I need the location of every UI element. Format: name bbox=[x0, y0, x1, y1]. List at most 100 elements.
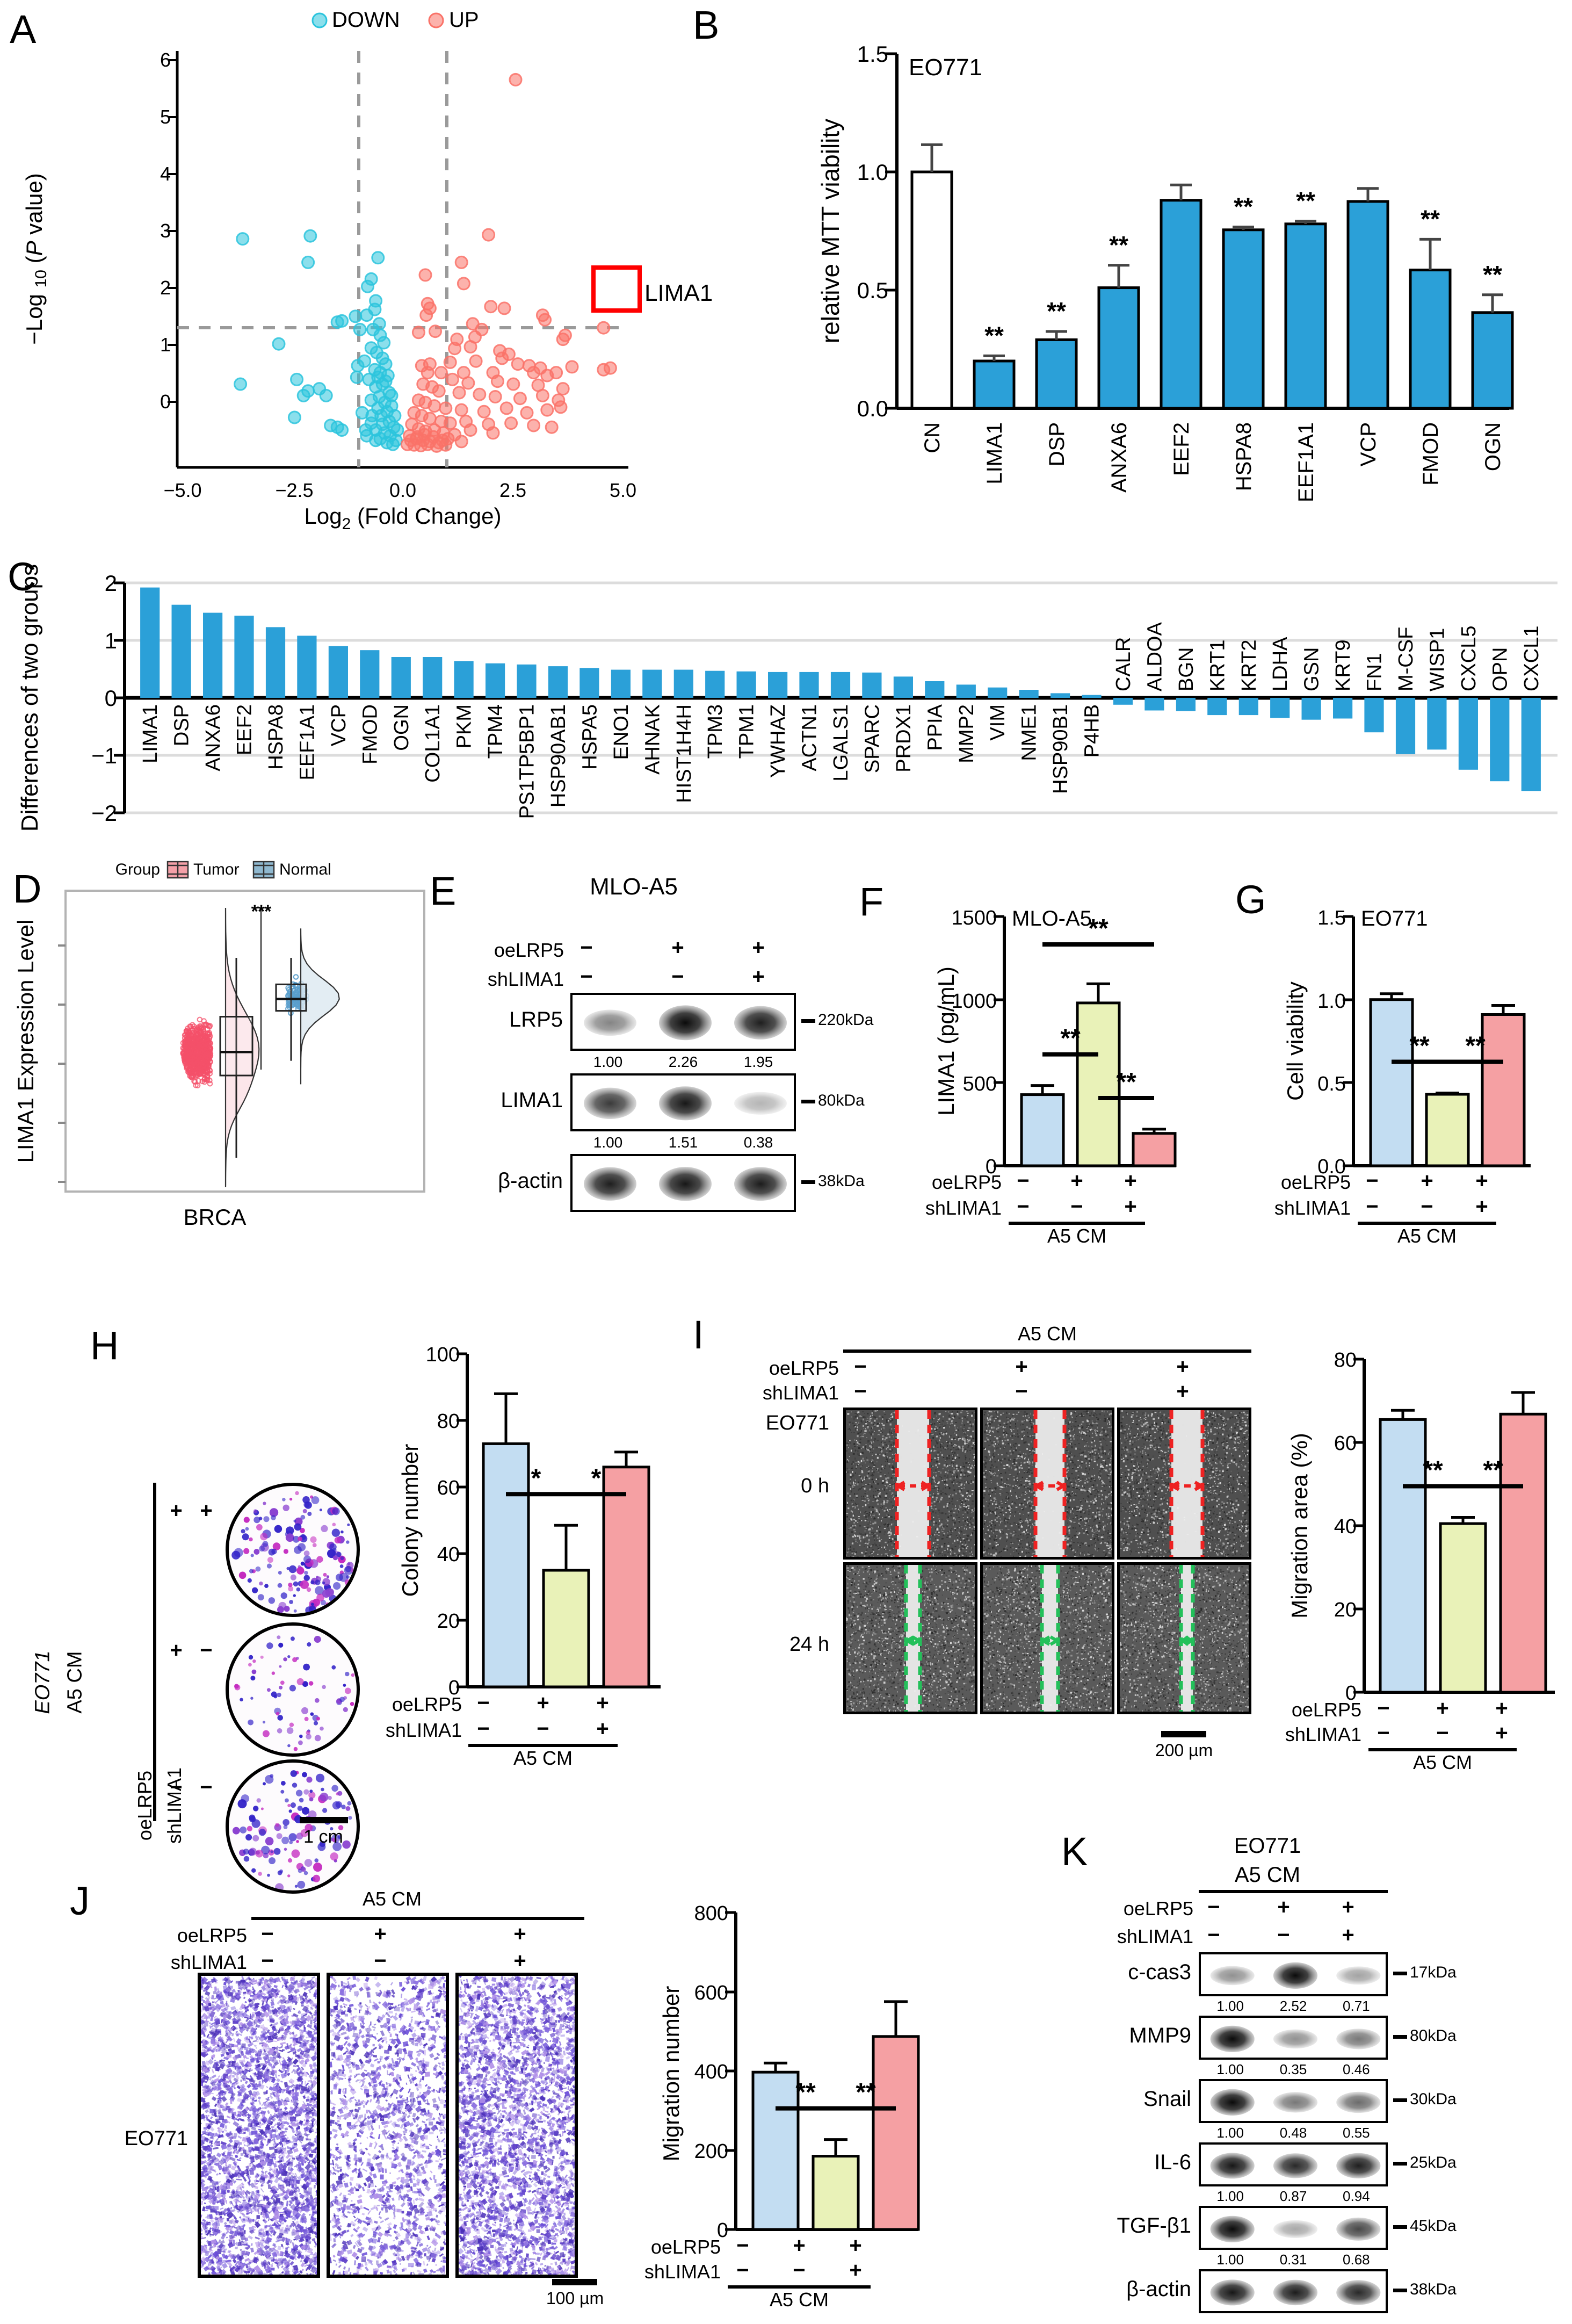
panel-c-gridlines bbox=[125, 581, 1557, 814]
stained-cell bbox=[296, 2072, 301, 2077]
stained-cell bbox=[244, 2017, 249, 2019]
stained-cell bbox=[213, 2112, 218, 2118]
stained-cell bbox=[317, 2202, 320, 2205]
stained-cell bbox=[213, 2022, 220, 2029]
stained-cell bbox=[255, 2134, 259, 2138]
stained-cell bbox=[217, 2127, 220, 2130]
stained-cell bbox=[218, 2134, 224, 2139]
stained-cell bbox=[306, 2103, 313, 2107]
stained-cell bbox=[304, 2206, 310, 2212]
stained-cell bbox=[237, 2262, 242, 2267]
stained-cell bbox=[247, 1989, 250, 1993]
stained-cell bbox=[237, 2054, 242, 2059]
stained-cell bbox=[316, 2034, 317, 2039]
stained-cell bbox=[270, 2113, 273, 2119]
stained-cell bbox=[300, 1977, 306, 1984]
volcano-point bbox=[330, 315, 344, 329]
blot-row: LRP5 220kDa bbox=[424, 993, 873, 1051]
volcano-point bbox=[353, 322, 367, 336]
stained-cell bbox=[318, 2201, 320, 2207]
colony bbox=[268, 1597, 275, 1604]
stained-cell bbox=[314, 2269, 317, 2275]
stained-cell bbox=[317, 2082, 320, 2087]
stained-cell bbox=[214, 1986, 217, 1991]
panel-h-cond-oelrp5-label: oeLRP5 bbox=[322, 1693, 462, 1716]
stained-cell bbox=[318, 2175, 320, 2178]
colony bbox=[304, 1859, 313, 1867]
stained-cell bbox=[201, 2196, 204, 2202]
stained-cell bbox=[251, 2097, 255, 2101]
stained-cell bbox=[227, 2186, 231, 2190]
stained-cell bbox=[287, 1997, 293, 2003]
stained-cell bbox=[279, 2026, 285, 2032]
colony bbox=[288, 1809, 292, 1813]
panel-i-y-ticks: 0 20 40 60 80 bbox=[1334, 1349, 1364, 1705]
stained-cell bbox=[267, 2062, 273, 2067]
stained-cell bbox=[291, 2109, 296, 2114]
stained-cell bbox=[234, 2044, 238, 2048]
bar-category-label: GSN bbox=[1301, 647, 1323, 691]
bar bbox=[1051, 693, 1070, 698]
colony bbox=[258, 1872, 262, 1876]
stained-cell bbox=[319, 2128, 320, 2133]
bar bbox=[910, 170, 953, 410]
stained-cell bbox=[233, 2038, 236, 2042]
data-point-tumor bbox=[187, 1066, 193, 1072]
stained-cell bbox=[239, 2277, 244, 2278]
stained-cell bbox=[207, 2184, 213, 2189]
stained-cell bbox=[252, 2030, 257, 2033]
bar bbox=[482, 1442, 530, 1688]
stained-cell bbox=[281, 2070, 283, 2072]
bar bbox=[423, 657, 443, 698]
stained-cell bbox=[307, 2240, 312, 2244]
colony bbox=[344, 1687, 351, 1694]
stained-cell bbox=[302, 2101, 307, 2106]
stained-cell bbox=[263, 2196, 266, 2201]
stained-cell bbox=[220, 2090, 224, 2094]
panel-e-cond-shlima1-v2: + bbox=[742, 965, 774, 989]
stained-cell bbox=[303, 2199, 305, 2203]
stained-cell bbox=[236, 2033, 239, 2037]
stained-cell bbox=[216, 2102, 223, 2109]
blot-band bbox=[584, 1009, 636, 1036]
stained-cell bbox=[270, 2247, 275, 2250]
stained-cell bbox=[303, 2259, 309, 2263]
stained-cell bbox=[228, 2253, 234, 2258]
stained-cell bbox=[220, 2001, 224, 2005]
stained-cell bbox=[210, 2166, 214, 2171]
colony bbox=[323, 1572, 327, 1577]
panel-i-group-line bbox=[843, 1349, 1251, 1353]
stained-cell bbox=[240, 2080, 242, 2082]
stained-cell bbox=[299, 1979, 303, 1983]
colony bbox=[339, 1564, 344, 1568]
stained-cell bbox=[201, 2027, 204, 2030]
stained-cell bbox=[205, 2075, 209, 2078]
stained-cell bbox=[307, 2187, 313, 2192]
colony bbox=[295, 1491, 299, 1496]
stained-cell bbox=[313, 2185, 316, 2189]
bar bbox=[486, 663, 505, 698]
volcano-point bbox=[421, 366, 434, 380]
stained-cell bbox=[226, 2218, 229, 2221]
colony bbox=[253, 1517, 260, 1524]
stained-cell bbox=[226, 2143, 231, 2148]
stained-cell bbox=[296, 2163, 301, 2167]
stained-cell bbox=[254, 2122, 257, 2127]
stained-cell bbox=[261, 1977, 265, 1980]
bar bbox=[542, 1569, 590, 1688]
colony bbox=[332, 1507, 340, 1515]
bar bbox=[517, 664, 537, 698]
panel-j-cond-oelrp5-v2: + bbox=[505, 1922, 535, 1946]
stained-cell bbox=[239, 2227, 244, 2231]
stained-cell bbox=[228, 2136, 234, 2139]
bar-category-label: DSP bbox=[1045, 422, 1069, 466]
stained-cell bbox=[251, 2048, 253, 2051]
stained-cell bbox=[243, 1991, 247, 1994]
stained-cell bbox=[293, 2034, 297, 2038]
stained-cell bbox=[233, 2173, 238, 2177]
stained-cell bbox=[310, 2019, 313, 2025]
stained-cell bbox=[281, 2260, 284, 2265]
stained-cell bbox=[217, 2036, 224, 2043]
stained-cell bbox=[274, 2261, 279, 2265]
colony bbox=[298, 1740, 303, 1745]
